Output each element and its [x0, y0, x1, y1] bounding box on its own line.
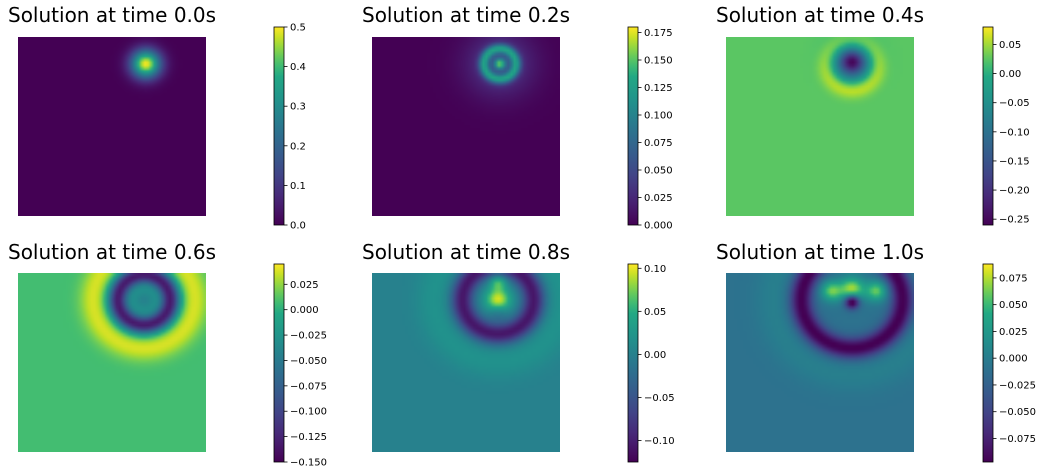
subplot-0: Solution at time 0.0s 0.0 0.1 0.2 0.3 0.4 0.5 [8, 3, 306, 232]
colorbar-tick-label: −0.025 [999, 380, 1036, 391]
colorbar-tick-label: 0.5 [290, 23, 306, 34]
colorbar-tick-label: 0.075 [644, 138, 673, 149]
subplot-title: Solution at time 0.8s [362, 240, 570, 264]
colorbar-tick-label: −0.100 [290, 407, 327, 418]
subplot-title: Solution at time 0.2s [362, 3, 570, 27]
colorbar-tick-label: −0.10 [644, 436, 675, 447]
colorbar-tick-label: −0.15 [999, 156, 1030, 167]
colorbar-tick-label: −0.050 [290, 356, 327, 367]
colorbar-tick-label: −0.25 [999, 215, 1030, 226]
colorbar-tick-label: 0.00 [644, 350, 666, 361]
colorbar [273, 263, 285, 463]
colorbar-tick-label: 0.000 [644, 221, 673, 232]
subplot-5: Solution at time 1.0s −0.075 −0.050 −0.025 0… [716, 240, 1036, 463]
subplot-4: Solution at time 0.8s −0.10 −0.05 0.00 0.05 0… [362, 240, 675, 463]
colorbar [982, 26, 994, 226]
colorbar [627, 263, 639, 463]
colorbar [273, 26, 285, 226]
colorbar-tick-label: 0.10 [644, 264, 666, 275]
colorbar-tick-label: 0.000 [290, 305, 319, 316]
colorbar [627, 26, 639, 226]
colorbar [982, 263, 994, 463]
subplot-title: Solution at time 0.4s [716, 3, 924, 27]
colorbar-tick-label: 0.05 [644, 307, 666, 318]
heatmap-field [726, 37, 914, 216]
colorbar-tick-label: −0.10 [999, 127, 1030, 138]
colorbar-tick-label: −0.025 [290, 331, 327, 342]
colorbar-tick-label: 0.1 [290, 181, 306, 192]
subplot-3: Solution at time 0.6s −0.150 −0.125 −0.100 −… [8, 240, 327, 469]
subplot-title: Solution at time 0.6s [8, 240, 216, 264]
subplot-2: Solution at time 0.4s −0.25 −0.20 −0.15 −0.1… [716, 3, 1030, 226]
heatmap-field [372, 273, 560, 452]
subplot-title: Solution at time 0.0s [8, 3, 216, 27]
colorbar-tick-label: 0.00 [999, 69, 1021, 80]
colorbar-tick-label: 0.05 [999, 40, 1021, 51]
colorbar-tick-label: 0.175 [644, 28, 673, 39]
colorbar-tick-label: 0.050 [644, 166, 673, 177]
colorbar-tick-label: −0.075 [999, 434, 1036, 445]
colorbar-tick-label: 0.100 [644, 111, 673, 122]
colorbar-tick-label: 0.0 [290, 221, 306, 232]
heatmap-field [726, 273, 914, 452]
subplot-1: Solution at time 0.2s 0.000 0.025 0.050 0.07… [362, 3, 673, 232]
heatmap-field [18, 273, 206, 452]
colorbar-tick-label: −0.125 [290, 432, 327, 443]
colorbar-tick-label: −0.05 [644, 393, 675, 404]
colorbar-tick-label: 0.125 [644, 83, 673, 94]
colorbar-tick-label: 0.4 [290, 62, 306, 73]
colorbar-tick-label: −0.20 [999, 186, 1030, 197]
colorbar-tick-label: 0.075 [999, 273, 1028, 284]
colorbar-tick-label: 0.050 [999, 300, 1028, 311]
heatmap-field [18, 37, 206, 216]
colorbar-tick-label: 0.025 [290, 280, 319, 291]
colorbar-tick-label: −0.075 [290, 381, 327, 392]
colorbar-tick-label: −0.150 [290, 458, 327, 469]
colorbar-tick-label: 0.025 [999, 327, 1028, 338]
colorbar-tick-label: 0.000 [999, 354, 1028, 365]
colorbar-tick-label: 0.025 [644, 193, 673, 204]
colorbar-tick-label: −0.050 [999, 407, 1036, 418]
colorbar-tick-label: 0.2 [290, 141, 306, 152]
subplot-title: Solution at time 1.0s [716, 240, 924, 264]
heatmap-field [372, 37, 560, 216]
colorbar-tick-label: 0.150 [644, 56, 673, 67]
colorbar-tick-label: −0.05 [999, 98, 1030, 109]
colorbar-tick-label: 0.3 [290, 102, 306, 113]
